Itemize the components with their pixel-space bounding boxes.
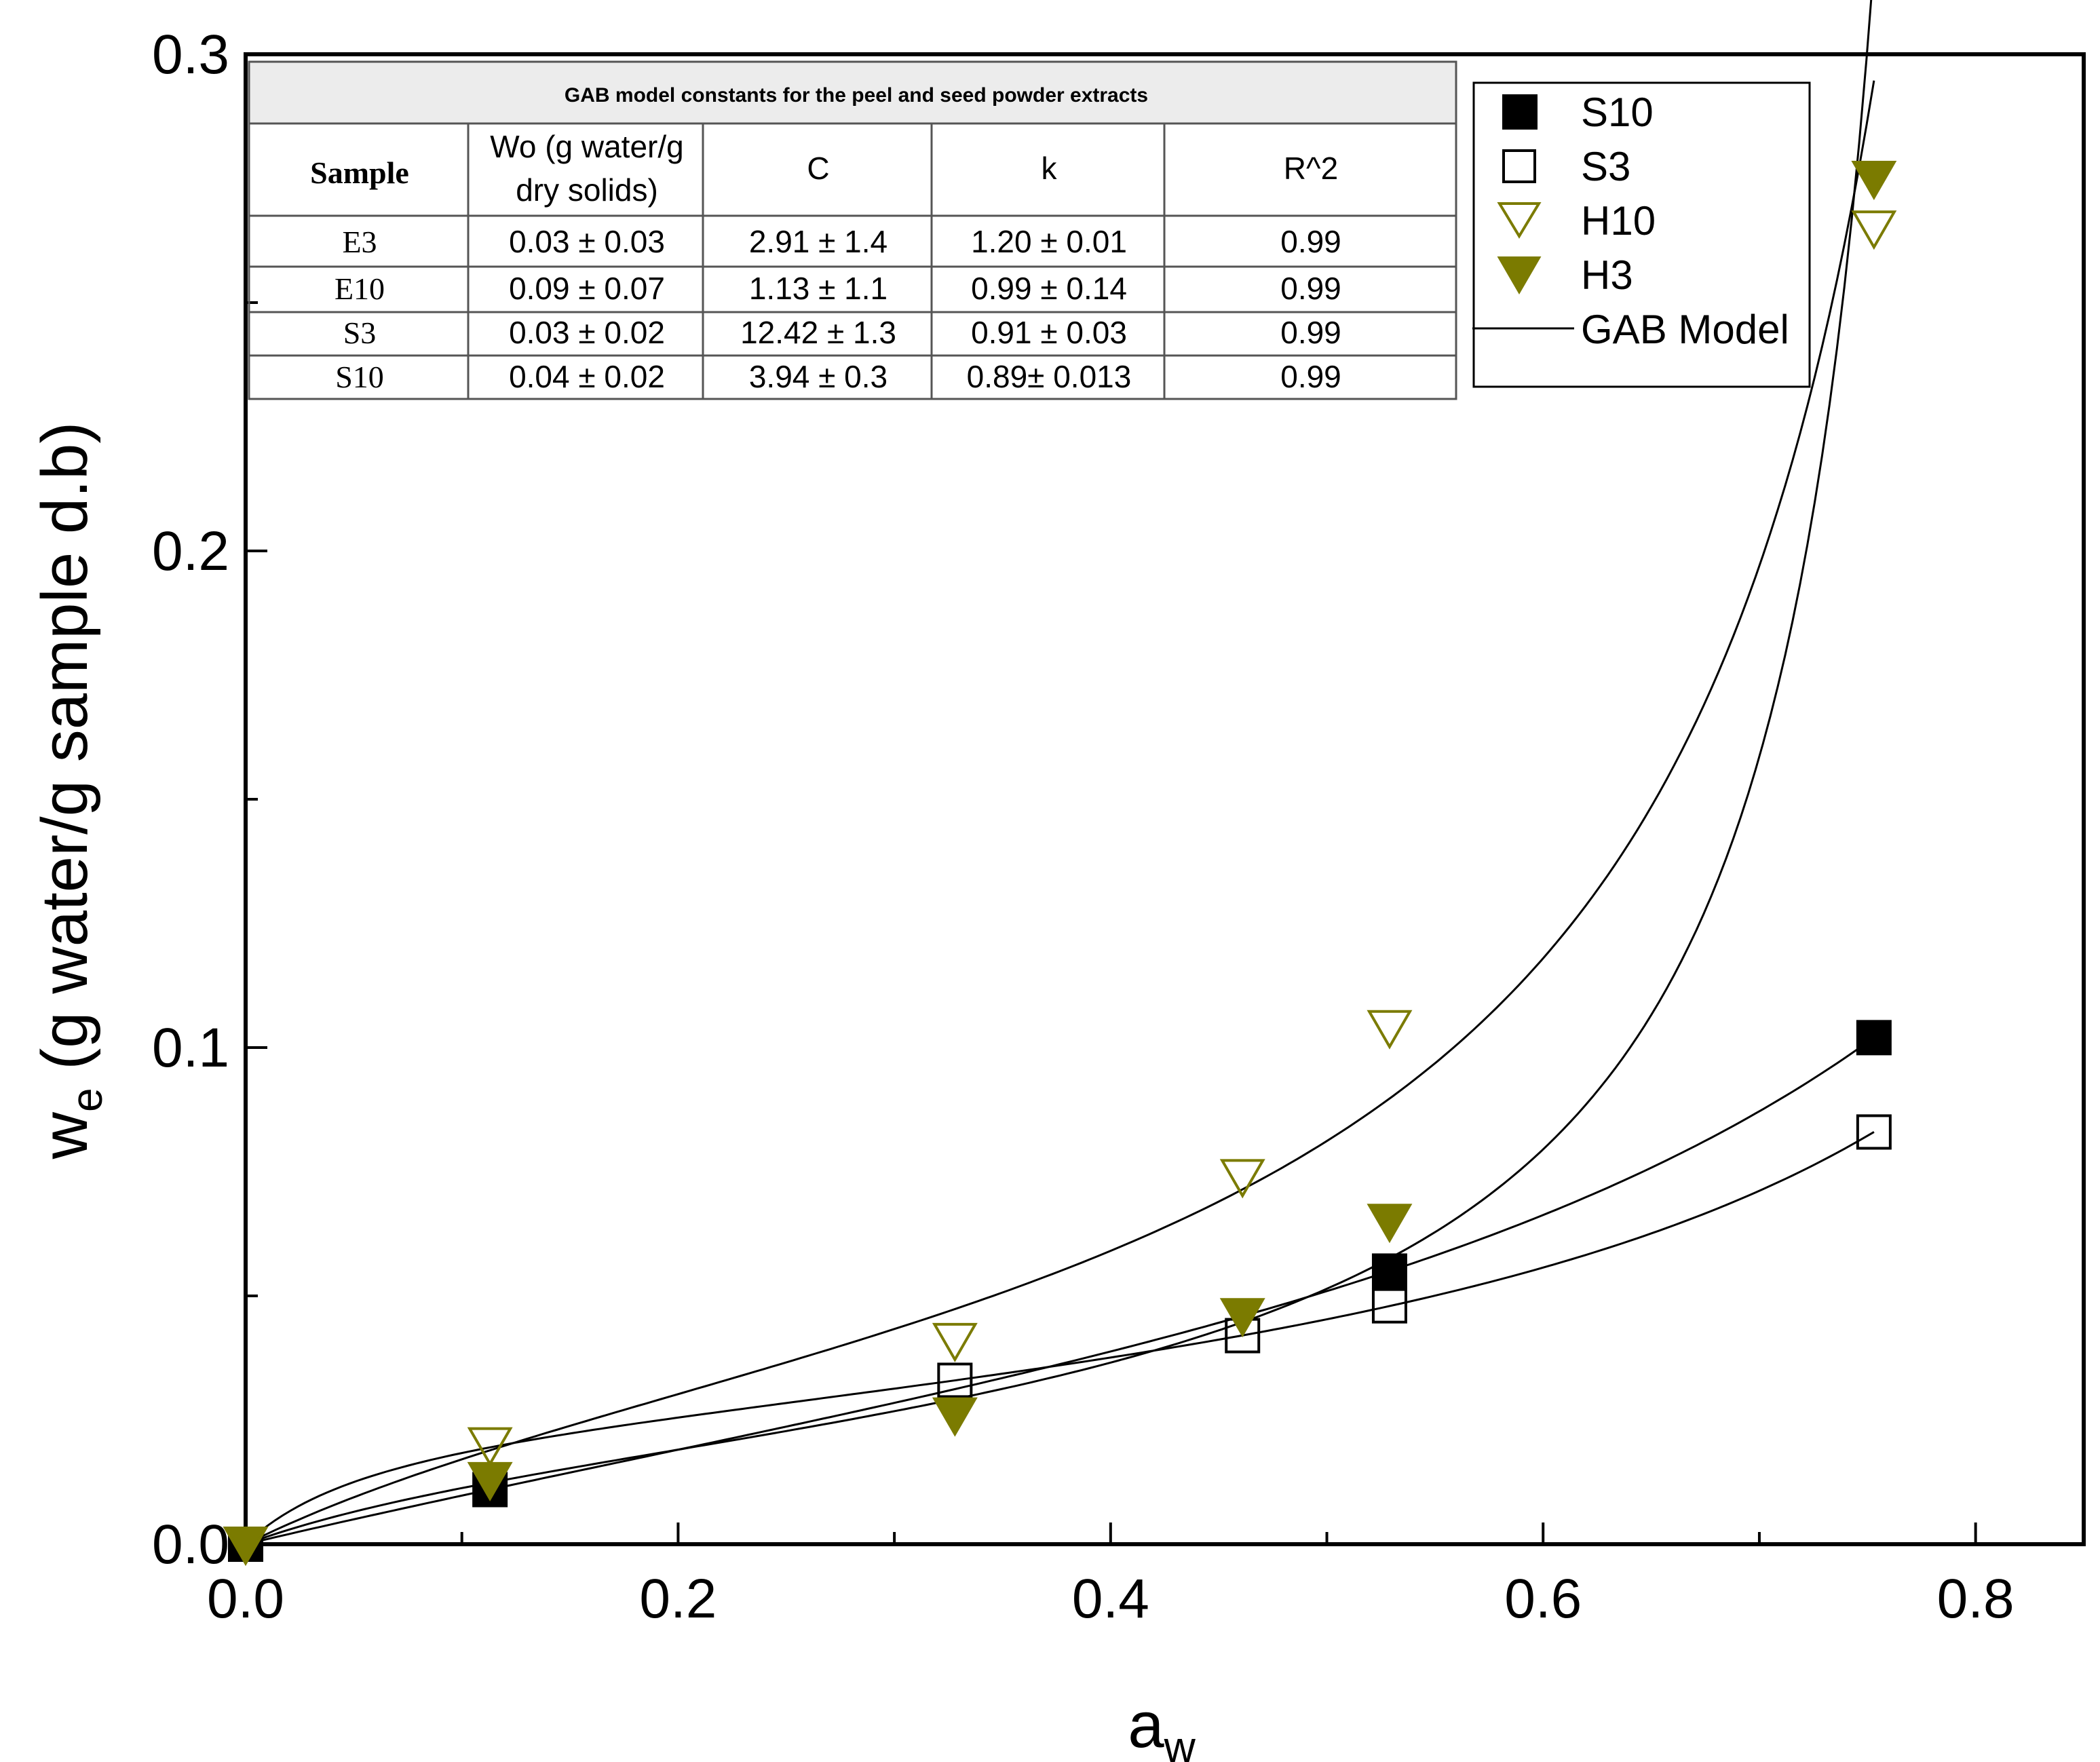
data-point-h3	[932, 1397, 978, 1437]
data-point-h10	[1219, 1159, 1265, 1199]
data-point-h10	[467, 1427, 513, 1467]
data-point-s10	[1371, 1253, 1407, 1289]
x-tick-labels: 0.0 0.2 0.4 0.6 0.8	[207, 1568, 2015, 1630]
table-header-wo-line2: dry solids)	[516, 172, 658, 208]
y-tick-label: 0.1	[152, 1017, 229, 1079]
gab-model-curve-s10	[245, 1037, 1875, 1546]
legend-label-s3: S3	[1581, 144, 1630, 189]
table-caption: GAB model constants for the peel and see…	[565, 84, 1148, 107]
legend-marker-s3	[1502, 149, 1536, 183]
table-header-wo-line1: Wo (g water/g	[490, 129, 683, 164]
y-axis-title: we (g water/g sample d.b)	[28, 422, 111, 1160]
legend-label-h3: H3	[1581, 252, 1633, 298]
table-cell-k: 0.91 ± 0.03	[971, 315, 1127, 350]
table-cell-r2: 0.99	[1280, 359, 1341, 394]
data-point-s3	[1371, 1288, 1407, 1324]
x-axis-title-subscript: w	[1164, 1723, 1196, 1762]
table-header-r2: R^2	[1284, 151, 1338, 186]
table-cell-wo: 0.04 ± 0.02	[509, 359, 665, 394]
table-cell-c: 1.13 ± 1.1	[749, 271, 887, 306]
data-point-h3	[1367, 1204, 1413, 1244]
data-point-h3	[467, 1461, 513, 1501]
table-row: E10 0.09 ± 0.07 1.13 ± 1.1 0.99 ± 0.14 0…	[335, 271, 1341, 306]
table-cell-c: 12.42 ± 1.3	[740, 315, 896, 350]
table-cell-c: 3.94 ± 0.3	[749, 359, 887, 394]
data-markers	[223, 161, 1897, 1567]
x-tick-label: 0.0	[207, 1568, 284, 1630]
data-point-h10	[1367, 1010, 1413, 1050]
gab-model-curve-h10	[245, 80, 1875, 1546]
x-tick-label: 0.2	[639, 1568, 717, 1630]
table-header-c: C	[807, 151, 829, 186]
data-point-h3	[1219, 1298, 1265, 1338]
legend-marker-h3	[1497, 256, 1542, 294]
table-cell-wo: 0.03 ± 0.03	[509, 224, 665, 259]
legend-label-s10: S10	[1581, 90, 1654, 135]
table-cell-r2: 0.99	[1280, 224, 1341, 259]
table-header-sample: Sample	[310, 155, 409, 190]
data-point-h10	[1851, 210, 1897, 250]
y-tick-labels: 0.0 0.1 0.2 0.3	[152, 24, 229, 1575]
table-cell-sample: E3	[342, 225, 377, 259]
table-row: E3 0.03 ± 0.03 2.91 ± 1.4 1.20 ± 0.01 0.…	[342, 224, 1341, 259]
table-header-k: k	[1042, 151, 1058, 186]
table-cell-k: 0.99 ± 0.14	[971, 271, 1127, 306]
table-cell-wo: 0.09 ± 0.07	[509, 271, 665, 306]
axis-ticks	[244, 53, 1977, 1546]
x-tick-label: 0.6	[1504, 1568, 1582, 1630]
x-axis-title: aw	[1128, 1689, 1196, 1762]
table-row: S3 0.03 ± 0.02 12.42 ± 1.3 0.91 ± 0.03 0…	[343, 315, 1341, 350]
data-point-h3	[1851, 161, 1897, 201]
gab-model-curve-h3	[245, 0, 1873, 1546]
legend: S10 S3 H10 H3 GAB Model	[1472, 81, 1811, 388]
table-cell-r2: 0.99	[1280, 315, 1341, 350]
data-point-s3	[937, 1362, 973, 1398]
table-cell-sample: S3	[343, 315, 377, 350]
legend-box	[1472, 81, 1811, 388]
table-caption-background	[249, 62, 1456, 123]
table-cell-c: 2.91 ± 1.4	[749, 224, 887, 259]
y-axis-title-subscript: e	[62, 1088, 111, 1112]
table-cell-wo: 0.03 ± 0.02	[509, 315, 665, 350]
table-cell-k: 1.20 ± 0.01	[971, 224, 1127, 259]
gab-model-curves	[244, 0, 1875, 1546]
table-cell-k: 0.89± 0.013	[967, 359, 1132, 394]
data-point-h3	[223, 1527, 269, 1567]
y-tick-label: 0.0	[152, 1514, 229, 1575]
gab-constants-table: GAB model constants for the peel and see…	[248, 60, 1457, 400]
table-border	[248, 60, 1457, 400]
y-tick-label: 0.2	[152, 520, 229, 582]
table-cell-sample: E10	[335, 271, 385, 306]
data-point-h10	[932, 1322, 978, 1362]
table-row: S10 0.04 ± 0.02 3.94 ± 0.3 0.89± 0.013 0…	[335, 359, 1341, 394]
table-cell-r2: 0.99	[1280, 271, 1341, 306]
legend-label-h10: H10	[1581, 198, 1656, 244]
data-point-s10	[1856, 1020, 1892, 1056]
table-cell-sample: S10	[335, 360, 384, 394]
legend-marker-s10	[1502, 94, 1538, 130]
y-tick-label: 0.3	[152, 24, 229, 85]
data-point-s3	[1856, 1114, 1892, 1150]
legend-marker-h10	[1497, 202, 1542, 239]
x-tick-label: 0.4	[1072, 1568, 1149, 1630]
x-tick-label: 0.8	[1937, 1568, 2015, 1630]
legend-label-gab-model: GAB Model	[1581, 307, 1789, 352]
